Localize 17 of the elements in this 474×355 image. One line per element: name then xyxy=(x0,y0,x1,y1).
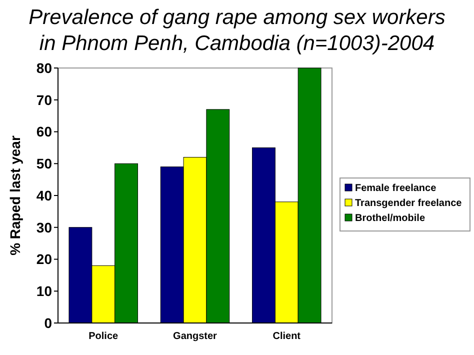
y-tick-label: 60 xyxy=(36,124,52,140)
y-tick-label: 10 xyxy=(36,283,52,300)
x-tick-label: Gangster xyxy=(173,331,218,342)
y-tick-label: 40 xyxy=(36,187,52,204)
y-tick-label: 0 xyxy=(44,314,52,331)
y-tick-label: 80 xyxy=(36,60,52,76)
x-tick-label: Client xyxy=(272,331,302,342)
y-tick-label: 20 xyxy=(36,251,52,268)
y-tick-label: 50 xyxy=(36,156,52,172)
y-axis-title: % Raped last year xyxy=(7,135,23,256)
y-tick-label: 70 xyxy=(36,92,52,108)
legend-label: Brothel/mobile xyxy=(355,213,426,224)
chart-title: Prevalence of gang rape among sex workers in Phnom Penh, Cambodia (n=1003)-2004 xyxy=(28,6,446,55)
x-tick-label: Police xyxy=(88,331,119,342)
legend-label: Transgender freelance xyxy=(355,198,462,209)
legend-label: Female freelance xyxy=(355,183,437,194)
y-tick-label: 30 xyxy=(36,219,52,236)
